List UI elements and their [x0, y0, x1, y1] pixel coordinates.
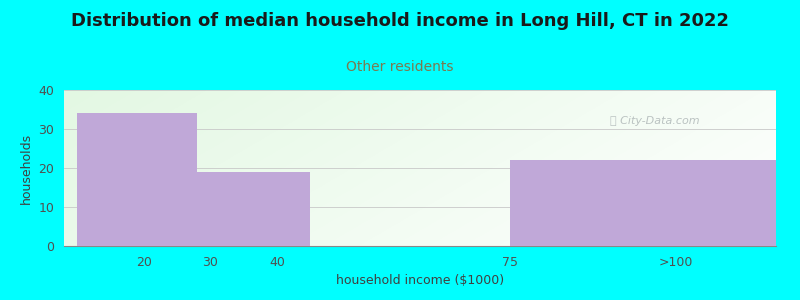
Text: Other residents: Other residents [346, 60, 454, 74]
Bar [510, 160, 776, 246]
Bar [197, 172, 310, 246]
Bar [78, 113, 197, 246]
Text: ⓘ City-Data.com: ⓘ City-Data.com [610, 116, 700, 126]
Text: Distribution of median household income in Long Hill, CT in 2022: Distribution of median household income … [71, 12, 729, 30]
Y-axis label: households: households [20, 132, 33, 204]
X-axis label: household income ($1000): household income ($1000) [336, 274, 504, 287]
